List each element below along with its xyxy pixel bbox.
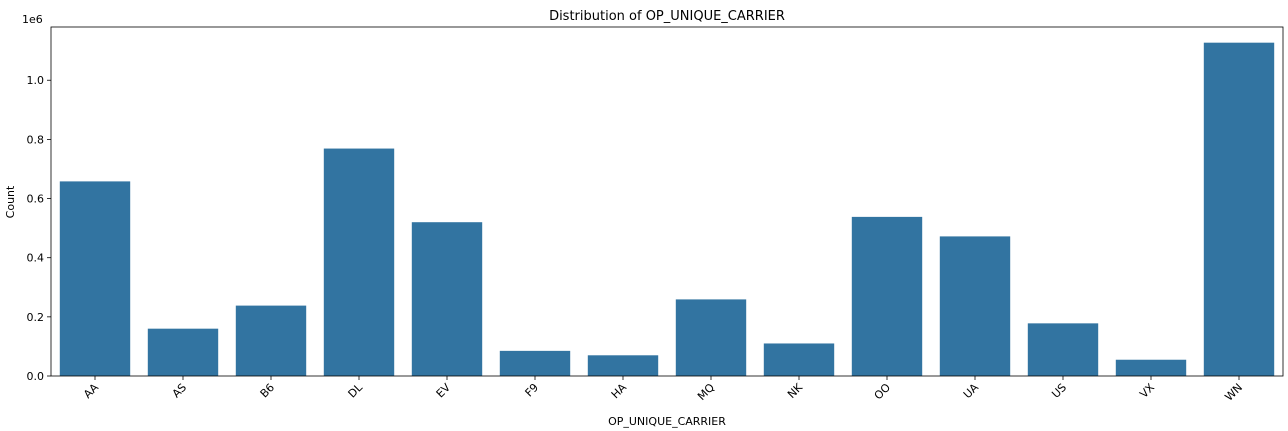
x-tick-label: VX — [1137, 381, 1157, 401]
y-tick-label: 0.8 — [27, 133, 45, 146]
bars-group — [59, 42, 1275, 377]
x-tick-label: AS — [170, 381, 189, 400]
bar-nk — [763, 343, 835, 376]
bar-vx — [1115, 359, 1187, 376]
x-tick-label: UA — [961, 381, 982, 402]
y-tick-label: 0.2 — [27, 311, 45, 324]
bar-ev — [411, 222, 483, 376]
bar-mq — [675, 299, 747, 376]
bar-dl — [323, 148, 395, 376]
bar-aa — [59, 181, 131, 376]
x-tick-label: HA — [609, 381, 630, 402]
bar-us — [1027, 323, 1099, 376]
y-axis-ticks: 0.0 0.2 0.4 0.6 0.8 1.0 — [27, 74, 51, 383]
y-axis-label: Count — [4, 185, 17, 218]
bar-oo — [851, 216, 923, 376]
y-tick-label: 0.0 — [27, 370, 45, 383]
y-tick-label: 1.0 — [27, 74, 45, 87]
plot-frame — [50, 26, 1284, 377]
x-tick-label: NK — [785, 380, 806, 401]
bar-ua — [939, 236, 1011, 376]
y-axis-offset-label: 1e6 — [22, 13, 43, 26]
x-tick-label: B6 — [258, 381, 277, 400]
x-tick-label: DL — [346, 380, 366, 400]
x-tick-label: OO — [872, 381, 894, 403]
bar-as — [147, 328, 219, 376]
x-tick-label: US — [1049, 381, 1069, 401]
y-tick-label: 0.4 — [27, 252, 45, 265]
y-tick-label: 0.6 — [27, 193, 45, 206]
bar-ha — [587, 355, 659, 376]
bar-b6 — [235, 305, 307, 376]
x-axis-ticks: AA AS B6 DL EV F9 HA MQ NK OO UA US VX WN — [81, 376, 1245, 404]
bar-f9 — [499, 350, 571, 376]
x-axis-label: OP_UNIQUE_CARRIER — [608, 415, 726, 428]
bar-wn — [1203, 42, 1275, 377]
x-tick-label: EV — [434, 381, 454, 401]
x-tick-label: AA — [81, 381, 101, 401]
chart-title: Distribution of OP_UNIQUE_CARRIER — [549, 9, 785, 24]
x-tick-label: MQ — [695, 381, 717, 403]
x-tick-label: WN — [1222, 381, 1245, 404]
x-tick-label: F9 — [523, 381, 542, 400]
